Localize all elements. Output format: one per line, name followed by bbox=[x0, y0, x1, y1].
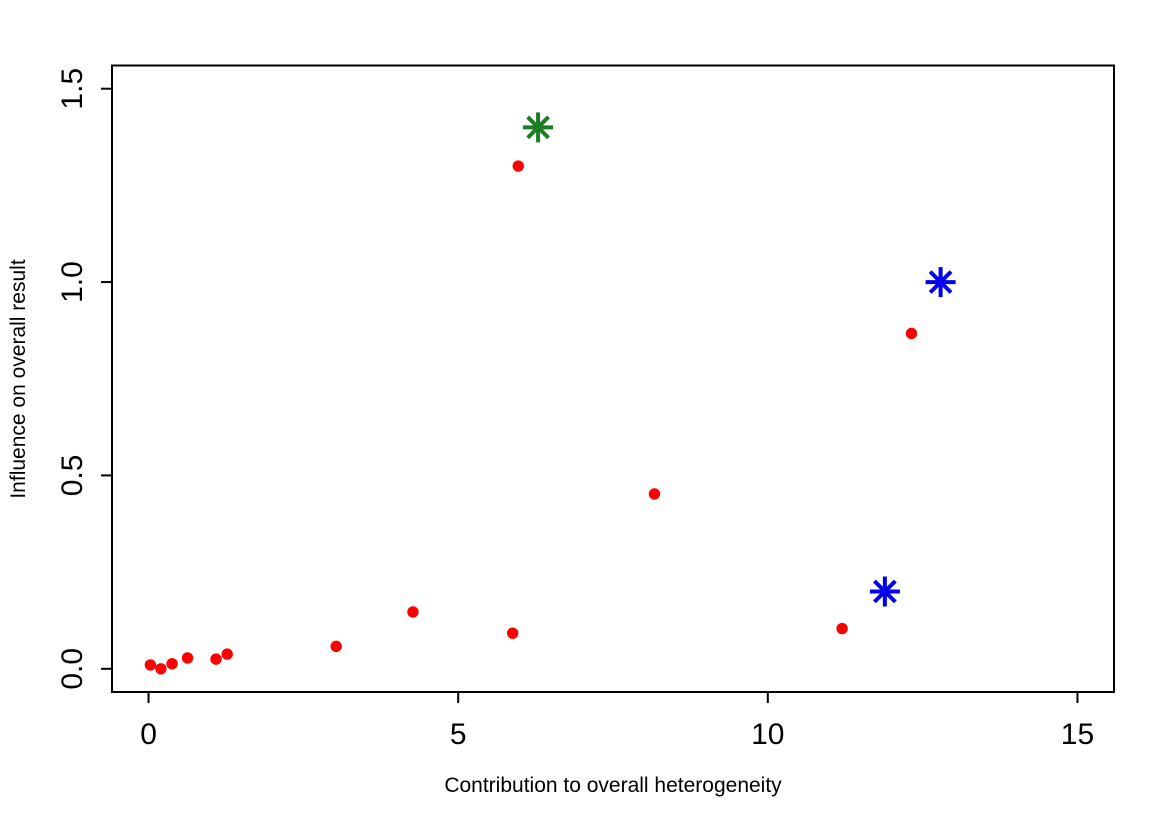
asterisk-marker bbox=[869, 576, 900, 607]
study-point bbox=[155, 663, 167, 675]
study-point bbox=[144, 659, 157, 671]
data-points-layer bbox=[144, 112, 956, 675]
x-tick-label: 15 bbox=[1061, 718, 1094, 751]
y-tick-label: 0.5 bbox=[56, 455, 89, 497]
study-point bbox=[210, 653, 222, 665]
x-tick-label: 0 bbox=[140, 718, 157, 751]
y-tick-label: 1.5 bbox=[56, 68, 89, 110]
study-point bbox=[506, 627, 519, 639]
x-axis-title: Contribution to overall heterogeneity bbox=[444, 774, 782, 797]
study-point bbox=[836, 622, 848, 635]
plot-frame bbox=[111, 64, 1115, 693]
x-tick-label: 5 bbox=[450, 718, 467, 751]
study-point bbox=[905, 327, 918, 340]
study-point bbox=[648, 488, 661, 500]
axis-tick-labels: 0 5 10 15 0.0 0.5 1.0 1.5 bbox=[56, 68, 1094, 751]
study-point bbox=[407, 606, 419, 618]
study-point bbox=[221, 648, 233, 660]
y-axis-title: Influence on overall result bbox=[7, 259, 30, 498]
study-point bbox=[330, 640, 342, 653]
axis-ticks bbox=[101, 87, 1079, 703]
x-tick-label: 10 bbox=[751, 718, 784, 751]
study-point bbox=[181, 652, 194, 664]
study-point bbox=[166, 658, 178, 670]
y-tick-label: 0.0 bbox=[56, 648, 89, 690]
plot-border-box bbox=[111, 64, 1115, 693]
study-point bbox=[512, 160, 524, 172]
asterisk-marker bbox=[925, 267, 956, 298]
asterisk-marker bbox=[523, 112, 554, 143]
y-tick-label: 1.0 bbox=[56, 261, 89, 303]
